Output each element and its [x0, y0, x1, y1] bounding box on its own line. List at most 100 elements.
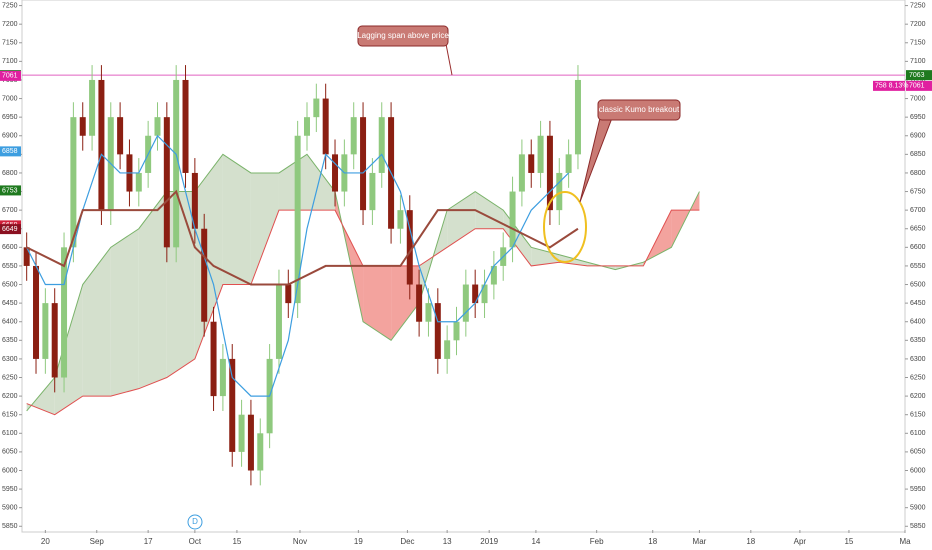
y-tick-label: 7200 [2, 21, 18, 28]
price-label: 6753 [2, 187, 18, 194]
y-tick-label: 6450 [2, 300, 18, 307]
cloud-segment [138, 191, 167, 389]
y-tick-label: 6300 [910, 356, 926, 363]
y-tick-label: 5950 [910, 486, 926, 493]
y-tick-label: 6350 [2, 337, 18, 344]
y-tick-label: 6600 [2, 244, 18, 251]
candle-body [565, 154, 572, 173]
candle-body [70, 117, 77, 248]
annotation: Lagging span above price [357, 31, 449, 40]
candle-body [574, 79, 581, 155]
y-tick-label: 6950 [910, 114, 926, 121]
candle-body [332, 154, 339, 192]
kijun-line [26, 189, 579, 286]
cloud-segment [531, 247, 560, 266]
callout-arrow [445, 43, 453, 76]
candle-body [556, 172, 563, 211]
y-tick-label: 6900 [2, 133, 18, 140]
candle-body [219, 358, 226, 397]
y-tick-label: 6050 [2, 449, 18, 456]
y-tick-label: 7050 [910, 77, 926, 84]
y-tick-label: 6000 [910, 467, 926, 474]
y-tick-label: 6600 [910, 244, 926, 251]
price-label-bg [0, 146, 21, 157]
candle-body [350, 117, 357, 155]
highlight-ellipse [543, 191, 587, 263]
candle-body [201, 228, 208, 322]
candle-body [98, 79, 105, 211]
candle-body [238, 414, 245, 452]
tenkan-line [26, 134, 570, 397]
candle-body [444, 340, 451, 359]
candle-body [425, 303, 432, 322]
cloud-segment [306, 154, 336, 211]
price-label: 6649 [2, 226, 18, 233]
candle-body [42, 303, 49, 359]
cloud-segment [82, 247, 111, 397]
y-tick-label: 7150 [910, 40, 926, 47]
y-tick-label: 6450 [910, 300, 926, 307]
y-tick-label: 6700 [910, 207, 926, 214]
cloud-segment [166, 191, 195, 378]
y-tick-label: 6950 [2, 114, 18, 121]
candle-body [229, 358, 236, 452]
callout-1: Lagging span above price [357, 25, 453, 76]
candle-body [397, 210, 404, 229]
candle-body [33, 265, 40, 359]
candle-body [453, 321, 460, 341]
y-tick-label: 6750 [910, 188, 926, 195]
x-tick-label: 15 [232, 537, 241, 546]
callout-2: classic Kumo breakout [579, 99, 681, 203]
candle-body [247, 414, 254, 471]
candle-body [163, 117, 170, 248]
y-tick-label: 6550 [2, 263, 18, 270]
marker-label: D [192, 517, 198, 526]
cloud-segment [222, 154, 251, 285]
price-label-bg [906, 80, 932, 91]
candle-body [378, 117, 385, 173]
y-tick-label: 6650 [910, 226, 926, 233]
y-tick-label: 6500 [910, 281, 926, 288]
y-tick-label: 6250 [2, 374, 18, 381]
x-tick-label: 20 [41, 537, 50, 546]
price-label-bg [0, 185, 21, 196]
candle-body [23, 247, 30, 266]
candle-body [472, 284, 479, 304]
candle-body [360, 117, 367, 211]
candle-body [490, 265, 497, 285]
y-tick-label: 6100 [910, 430, 926, 437]
candle-body [313, 98, 320, 118]
y-tick-label: 6400 [2, 319, 18, 326]
candle-body [509, 191, 516, 248]
y-tick-label: 6800 [910, 170, 926, 177]
candle-body [285, 284, 292, 304]
price-label: 7063 [909, 72, 925, 79]
x-tick-label: Oct [189, 537, 202, 546]
candle-body [416, 284, 423, 322]
y-tick-label: 7000 [2, 95, 18, 102]
y-tick-label: 6100 [2, 430, 18, 437]
y-tick-label: 6250 [910, 374, 926, 381]
y-tick-label: 6350 [910, 337, 926, 344]
x-tick-label: Apr [794, 537, 807, 546]
candle-body [481, 284, 488, 304]
cloud-segment [110, 228, 139, 397]
marker-circle [187, 514, 203, 530]
candle-body [462, 284, 469, 322]
candle-body [434, 303, 441, 359]
x-tick-label: 15 [844, 537, 853, 546]
cloud-segment [54, 284, 83, 415]
y-tick-label: 5850 [910, 523, 926, 530]
y-tick-label: 6200 [2, 393, 18, 400]
x-tick-label: 19 [354, 537, 363, 546]
y-tick-label: 6300 [2, 356, 18, 363]
x-tick-label: Ma [899, 537, 911, 546]
candle-body [182, 79, 189, 173]
cloud-segment [475, 191, 504, 229]
y-tick-label: 5900 [910, 505, 926, 512]
note-bg [873, 80, 905, 91]
y-tick-label: 7100 [2, 58, 18, 65]
callout-box [597, 99, 681, 121]
candle-body [322, 98, 329, 155]
y-tick-label: 5950 [2, 486, 18, 493]
